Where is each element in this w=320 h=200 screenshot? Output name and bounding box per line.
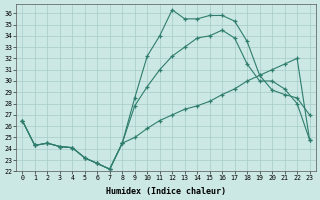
X-axis label: Humidex (Indice chaleur): Humidex (Indice chaleur) bbox=[106, 187, 226, 196]
